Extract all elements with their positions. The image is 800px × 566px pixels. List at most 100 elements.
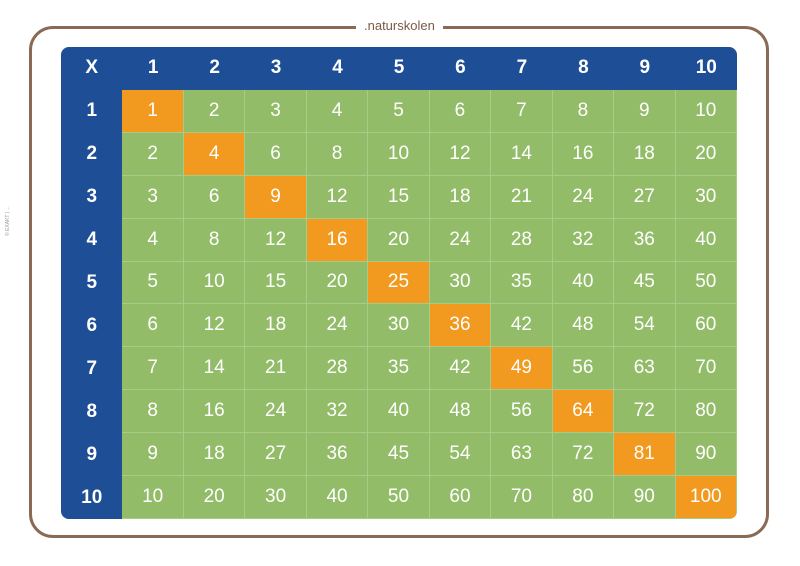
column-header: 1 [122,47,184,90]
product-cell: 12 [183,304,246,348]
column-header: 4 [306,47,369,90]
column-header: 2 [183,47,246,90]
square-cell: 81 [614,433,676,477]
product-cell: 54 [429,433,492,477]
product-cell: 63 [614,347,676,391]
row-header: 9 [61,433,123,477]
product-cell: 8 [122,390,184,434]
square-cell: 16 [306,218,369,262]
row-header: 1 [61,89,123,133]
square-cell: 25 [368,261,430,305]
product-cell: 8 [306,132,369,176]
product-cell: 50 [675,261,737,305]
product-cell: 70 [491,476,553,519]
product-cell: 24 [552,175,615,219]
product-cell: 63 [491,433,553,477]
product-cell: 21 [491,175,553,219]
product-cell: 48 [429,390,492,434]
row-header: 7 [61,347,123,391]
side-copyright: © EXAKT | ... [5,206,11,236]
product-cell: 14 [183,347,246,391]
brand-label: .naturskolen [356,17,443,35]
product-cell: 28 [491,218,553,262]
product-cell: 12 [245,218,307,262]
product-cell: 27 [245,433,307,477]
product-cell: 70 [675,347,737,391]
product-cell: 4 [306,89,369,133]
product-cell: 6 [429,89,492,133]
product-cell: 90 [614,476,676,519]
product-cell: 7 [122,347,184,391]
column-header: 8 [552,47,615,90]
product-cell: 6 [183,175,246,219]
product-cell: 18 [429,175,492,219]
product-cell: 40 [552,261,615,305]
product-cell: 20 [306,261,369,305]
product-cell: 4 [122,218,184,262]
product-cell: 18 [245,304,307,348]
row-header: 6 [61,304,123,348]
product-cell: 12 [306,175,369,219]
product-cell: 5 [368,89,430,133]
row-header: 5 [61,261,123,305]
product-cell: 32 [306,390,369,434]
column-header: 7 [491,47,553,90]
square-cell: 4 [183,132,246,176]
corner-cell: X [61,47,123,90]
product-cell: 16 [552,132,615,176]
product-cell: 10 [675,89,737,133]
product-cell: 8 [183,218,246,262]
square-cell: 64 [552,390,615,434]
product-cell: 3 [122,175,184,219]
square-cell: 49 [491,347,553,391]
product-cell: 6 [245,132,307,176]
product-cell: 80 [675,390,737,434]
product-cell: 10 [368,132,430,176]
product-cell: 72 [614,390,676,434]
product-cell: 21 [245,347,307,391]
product-cell: 10 [122,476,184,519]
product-cell: 27 [614,175,676,219]
row-header: 3 [61,175,123,219]
product-cell: 30 [245,476,307,519]
product-cell: 24 [429,218,492,262]
product-cell: 24 [306,304,369,348]
product-cell: 35 [368,347,430,391]
product-cell: 2 [122,132,184,176]
product-cell: 42 [491,304,553,348]
product-cell: 54 [614,304,676,348]
product-cell: 24 [245,390,307,434]
column-header: 10 [675,47,737,90]
product-cell: 40 [368,390,430,434]
product-cell: 30 [675,175,737,219]
product-cell: 20 [183,476,246,519]
square-cell: 9 [245,175,307,219]
product-cell: 14 [491,132,553,176]
product-cell: 32 [552,218,615,262]
product-cell: 15 [245,261,307,305]
square-cell: 100 [675,476,737,519]
column-header: 9 [614,47,676,90]
product-cell: 7 [491,89,553,133]
product-cell: 9 [122,433,184,477]
product-cell: 50 [368,476,430,519]
product-cell: 56 [552,347,615,391]
column-header: 3 [245,47,307,90]
product-cell: 6 [122,304,184,348]
product-cell: 28 [306,347,369,391]
product-cell: 72 [552,433,615,477]
row-header: 10 [61,476,123,519]
square-cell: 1 [122,89,184,133]
product-cell: 18 [614,132,676,176]
product-cell: 40 [675,218,737,262]
product-cell: 60 [675,304,737,348]
product-cell: 30 [368,304,430,348]
row-header: 2 [61,132,123,176]
row-header: 4 [61,218,123,262]
product-cell: 35 [491,261,553,305]
product-cell: 15 [368,175,430,219]
product-cell: 45 [614,261,676,305]
product-cell: 3 [245,89,307,133]
product-cell: 48 [552,304,615,348]
product-cell: 20 [675,132,737,176]
